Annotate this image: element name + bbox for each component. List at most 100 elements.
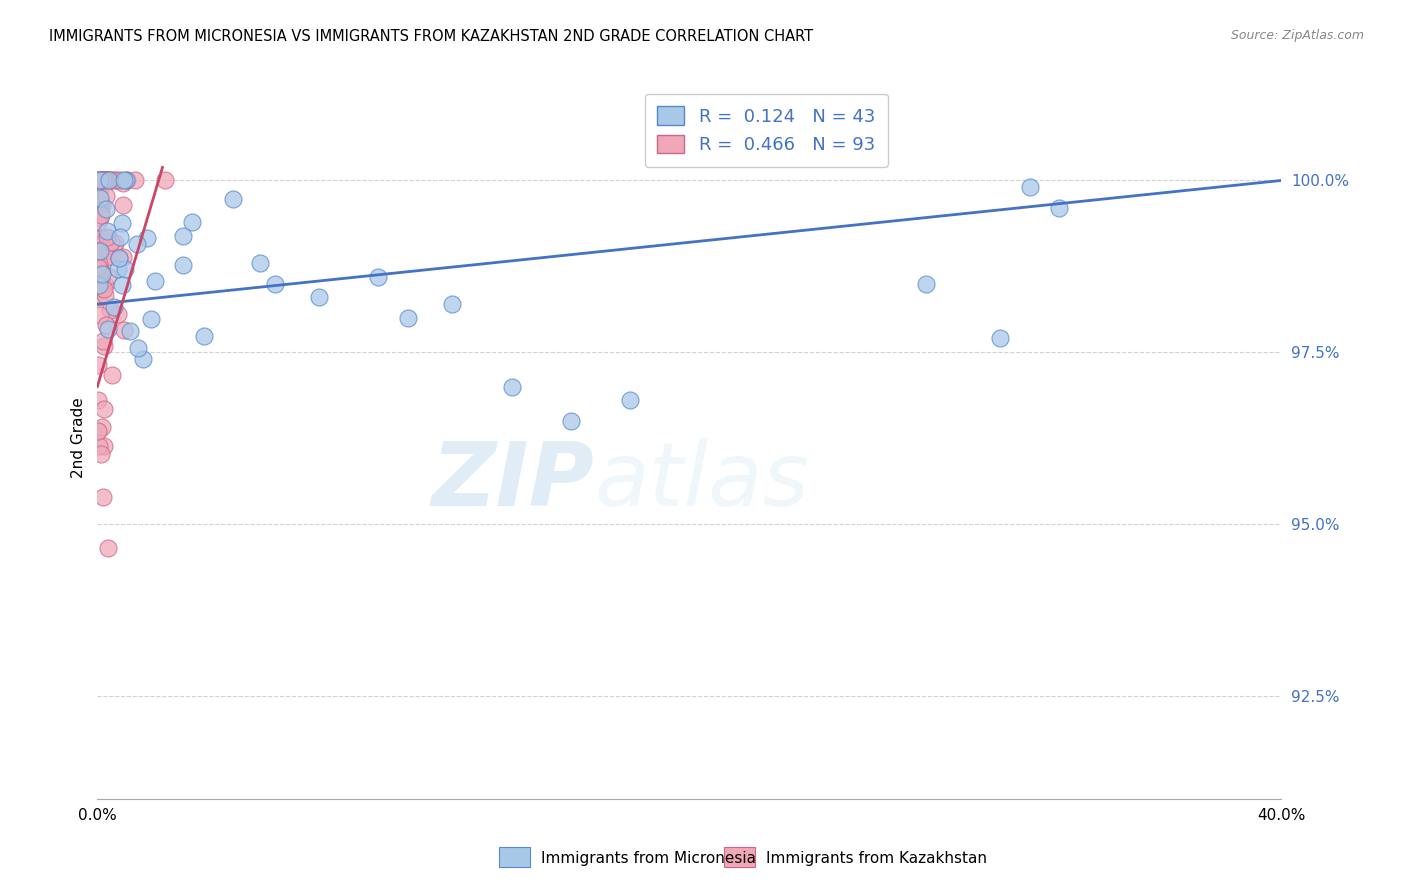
Point [94,173,117,187]
Point [308,290,330,304]
Point [108,252,131,266]
Point [97,173,120,187]
FancyBboxPatch shape [499,847,530,867]
Point [118,324,141,338]
Point [96,224,118,238]
Point [101,173,124,187]
Point [98,251,121,265]
Point [96,173,118,187]
Point [107,261,129,276]
Point [915,277,938,291]
Point [1018,180,1040,194]
Point [97,269,120,284]
Point [100,250,122,264]
Point [111,277,134,292]
Point [112,176,135,190]
FancyBboxPatch shape [724,847,755,867]
Point [87,439,110,453]
Point [89,290,111,304]
Point [107,251,129,265]
Point [89,191,111,205]
Point [105,173,128,187]
Point [90,447,112,461]
Point [91,268,114,282]
Legend: R =  0.124   N = 43, R =  0.466   N = 93: R = 0.124 N = 43, R = 0.466 N = 93 [644,94,887,167]
Point [1047,201,1070,215]
Point [86,260,108,275]
Point [89,173,111,187]
Point [103,173,125,187]
Point [112,323,135,337]
Point [87,173,110,187]
Point [94,173,117,187]
Y-axis label: 2nd Grade: 2nd Grade [72,398,86,478]
Point [93,402,115,417]
Point [91,173,114,187]
Point [93,235,115,249]
Point [143,274,166,288]
Point [560,414,582,428]
Point [90,173,112,187]
Point [100,173,122,187]
Point [97,541,120,555]
Point [89,271,111,285]
Point [94,202,117,216]
Point [97,321,120,335]
Point [441,297,464,311]
Point [87,232,110,246]
Point [91,198,114,212]
Point [90,173,112,187]
Point [100,235,122,250]
Point [98,173,121,187]
Point [127,342,149,356]
Point [89,182,111,196]
Point [86,425,108,439]
Point [93,439,115,453]
Point [91,277,114,292]
Text: IMMIGRANTS FROM MICRONESIA VS IMMIGRANTS FROM KAZAKHSTAN 2ND GRADE CORRELATION C: IMMIGRANTS FROM MICRONESIA VS IMMIGRANTS… [49,29,813,44]
Point [89,244,111,259]
Point [90,206,112,220]
Point [87,278,110,293]
Point [132,352,155,367]
Point [89,244,111,258]
Point [86,424,108,438]
Point [90,264,112,278]
Point [103,239,125,253]
Point [108,230,131,244]
Point [96,229,118,244]
Point [87,244,110,259]
Point [91,281,114,295]
Point [264,277,287,291]
Point [108,173,131,187]
Point [94,244,117,258]
Point [87,257,110,271]
Point [94,188,117,202]
Point [91,173,114,187]
Point [101,368,124,382]
Point [89,173,111,187]
Point [90,173,112,187]
Point [91,490,114,504]
Point [98,303,121,318]
Point [94,173,117,187]
Point [104,235,127,250]
Point [172,229,194,244]
Point [89,197,111,211]
Point [86,393,108,408]
Point [87,268,110,283]
Point [107,307,129,321]
Text: Immigrants from Micronesia: Immigrants from Micronesia [541,851,756,865]
Point [91,173,114,187]
Point [125,237,148,252]
Point [988,331,1011,345]
Point [112,173,135,187]
Point [367,269,389,284]
Point [396,310,419,325]
Point [91,419,114,434]
Point [96,173,118,187]
Point [90,208,112,222]
Point [98,231,121,245]
Point [87,229,110,244]
Point [93,288,115,302]
